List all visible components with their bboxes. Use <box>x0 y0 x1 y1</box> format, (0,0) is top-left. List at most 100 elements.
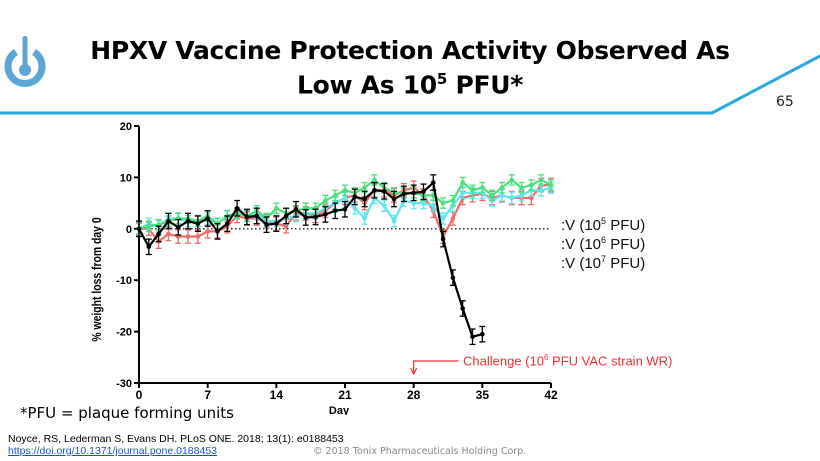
data-point-green <box>146 223 152 229</box>
data-point-cyan <box>411 200 416 206</box>
data-point-green <box>440 200 446 206</box>
data-point-black <box>391 196 397 202</box>
legend-sup: 6 <box>601 235 607 245</box>
data-point-black <box>470 334 475 340</box>
y-tick-label: -10 <box>116 275 132 287</box>
x-tick-label: 28 <box>407 388 421 402</box>
data-point-red <box>205 229 210 234</box>
legend-item-1e5: :V (105 PFU) <box>561 216 645 234</box>
x-axis-label: Day <box>329 405 350 415</box>
data-point-red <box>450 216 456 221</box>
x-tick-label: 42 <box>544 388 558 402</box>
data-point-black <box>332 208 338 214</box>
challenge-annotation: Challenge (106 PFU VAC strain WR) <box>463 353 672 368</box>
challenge-arrow-head <box>410 367 418 376</box>
data-point-black <box>381 188 387 194</box>
data-point-cyan <box>509 195 515 201</box>
legend-label-suffix: PFU) <box>606 255 646 272</box>
annotation-sup: 6 <box>543 353 549 362</box>
data-point-black <box>175 224 181 230</box>
data-point-green <box>470 187 475 193</box>
legend-label: :V (10 <box>561 217 602 234</box>
x-tick-label: 21 <box>338 388 352 402</box>
data-point-red <box>166 231 171 237</box>
data-point-cyan <box>421 200 426 206</box>
data-point-black <box>274 221 279 226</box>
data-point-cyan <box>430 203 436 208</box>
header-decoration <box>0 54 820 115</box>
title-line-2-suffix: PFU* <box>447 70 524 100</box>
data-point-black <box>313 214 318 220</box>
title-superscript: 5 <box>436 70 448 88</box>
copyright: © 2018 Tonix Pharmaceuticals Holding Cor… <box>313 446 527 457</box>
data-point-cyan <box>352 205 358 211</box>
data-point-black <box>205 216 210 221</box>
title-line-2: Low As 105 PFU* <box>60 65 760 99</box>
y-tick-label: 10 <box>120 172 132 184</box>
y-tick-label: -20 <box>116 327 132 339</box>
challenge-arrow-line <box>413 360 459 373</box>
data-point-black <box>430 180 436 185</box>
x-tick-label: 7 <box>204 388 211 402</box>
data-point-cyan <box>440 216 446 221</box>
data-point-cyan <box>499 193 505 198</box>
annotation-text: Challenge (10 <box>463 353 544 369</box>
data-point-black <box>352 194 358 200</box>
y-axis-label: % weight loss from day 0 <box>90 217 104 342</box>
data-point-cyan <box>362 216 367 221</box>
data-point-black <box>185 218 191 224</box>
data-point-green <box>342 187 348 193</box>
data-point-black <box>234 205 240 211</box>
y-tick-label: 20 <box>120 121 132 133</box>
data-point-black <box>293 206 299 212</box>
data-point-cyan <box>342 195 348 201</box>
y-tick-label: -30 <box>116 378 132 390</box>
data-point-green <box>274 205 279 211</box>
legend-label: :V (10 <box>561 255 602 272</box>
data-point-cyan <box>391 218 397 224</box>
data-point-black <box>362 196 367 202</box>
data-point-black <box>342 206 348 212</box>
data-point-black <box>146 244 152 250</box>
title-line-1: HPXV Vaccine Protection Activity Observe… <box>90 36 730 65</box>
data-point-green <box>480 185 485 190</box>
data-point-black <box>264 222 269 227</box>
legend-item-1e7: :V (107 PFU) <box>561 254 645 272</box>
data-point-black <box>440 236 446 242</box>
data-point-green <box>489 193 495 198</box>
data-point-red <box>195 234 201 239</box>
legend-label: :V (10 <box>561 236 602 253</box>
data-point-green <box>372 177 377 183</box>
data-point-black <box>166 218 171 224</box>
data-point-black <box>411 190 416 196</box>
doi-link[interactable]: https://doi.org/10.1371/journal.pone.018… <box>8 445 218 457</box>
data-point-green <box>538 177 544 183</box>
x-tick-label: 14 <box>270 388 284 402</box>
data-point-black <box>136 226 142 232</box>
weight-loss-chart: 20 10 0 -10 -20 -30 0 7 14 21 28 35 42 Day % weight lo… <box>90 121 558 415</box>
data-point-red <box>185 234 191 239</box>
y-tick-label: 0 <box>126 224 132 236</box>
data-point-black <box>303 215 309 220</box>
data-point-green <box>548 182 554 188</box>
data-point-black <box>254 213 260 219</box>
pfu-footnote: *PFU = plaque forming units <box>20 404 234 422</box>
data-point-green <box>362 185 367 190</box>
data-point-black <box>480 331 485 337</box>
x-tick-label: 35 <box>476 388 490 402</box>
data-point-green <box>460 180 466 185</box>
data-point-green <box>323 198 328 203</box>
data-point-black <box>421 189 426 195</box>
data-point-green <box>332 193 338 198</box>
data-point-black <box>283 213 289 219</box>
data-point-black <box>401 191 407 197</box>
data-point-red <box>283 223 289 229</box>
legend-sup: 7 <box>601 254 607 264</box>
data-point-cyan <box>381 203 387 208</box>
data-point-green <box>529 182 534 188</box>
annotation-suffix: PFU VAC strain WR) <box>548 353 673 369</box>
legend-item-1e6: :V (106 PFU) <box>561 235 645 253</box>
data-point-black <box>195 221 201 226</box>
citation: Noyce, RS, Lederman S, Evans DH. PLoS ON… <box>8 433 344 445</box>
data-point-black <box>372 187 377 193</box>
